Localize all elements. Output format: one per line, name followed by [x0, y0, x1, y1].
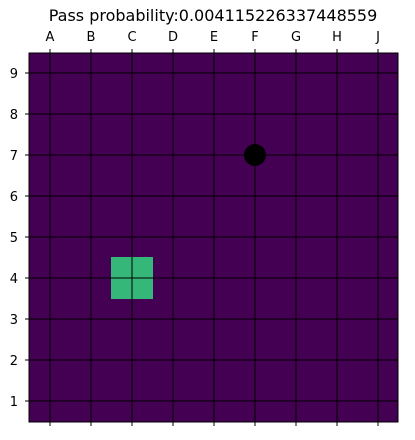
column-label-D: D — [168, 30, 178, 45]
column-label-C: C — [127, 30, 136, 45]
column-label-H: H — [332, 30, 342, 45]
row-label-5: 5 — [10, 231, 18, 246]
board-grid — [29, 53, 398, 422]
left-row-axis: 1 2 3 4 5 6 7 8 9 — [10, 67, 29, 410]
row-label-3: 3 — [10, 313, 18, 328]
row-label-2: 2 — [10, 354, 18, 369]
column-label-G: G — [291, 30, 301, 45]
board-title: Pass probability:0.004115226337448559 — [49, 6, 378, 25]
stone-black-F7[interactable] — [244, 144, 266, 166]
row-label-1: 1 — [10, 395, 18, 410]
row-label-7: 7 — [10, 149, 18, 164]
stone-layer — [244, 144, 266, 166]
bottom-tick-marks — [49, 422, 379, 426]
row-label-6: 6 — [10, 190, 18, 205]
column-label-A: A — [46, 30, 55, 45]
column-label-E: E — [210, 30, 218, 45]
row-label-9: 9 — [10, 67, 18, 82]
column-label-B: B — [87, 30, 96, 45]
row-label-8: 8 — [10, 108, 18, 123]
column-label-F: F — [251, 30, 258, 45]
column-label-J: J — [375, 30, 380, 45]
row-label-4: 4 — [10, 272, 18, 287]
